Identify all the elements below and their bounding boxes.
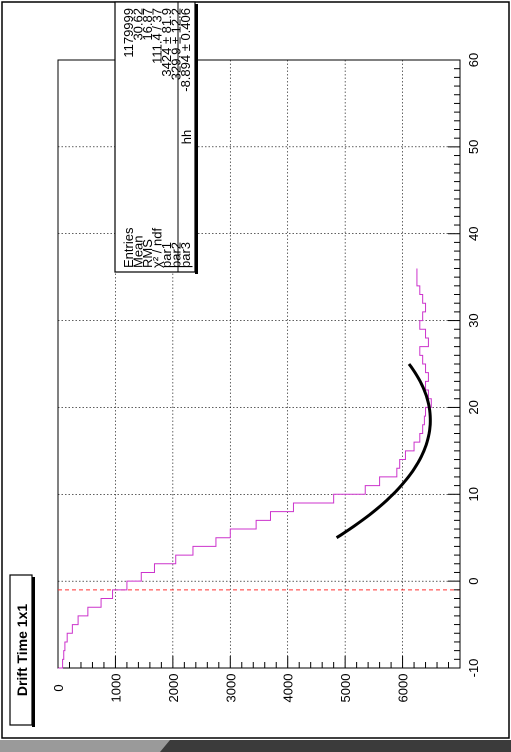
x-tick-label: 60 xyxy=(466,53,481,67)
stats-label: RMS xyxy=(140,239,155,268)
stats-label: par1 xyxy=(159,242,174,268)
stats-value: 30.62 xyxy=(131,8,146,41)
x-tick-label: 50 xyxy=(466,140,481,154)
axis-ticks xyxy=(57,59,461,669)
tick-labels: -10 0 10 20 30 40 50 60 0 1000 2000 3000 4000 5000 600… xyxy=(51,53,481,703)
x-tick-label: -10 xyxy=(466,659,481,678)
y-tick-label: 4000 xyxy=(281,674,296,703)
stats-label: χ² / ndf xyxy=(150,228,165,268)
stats-value: 1179999 xyxy=(121,8,136,58)
canvas-frame xyxy=(1,1,510,739)
x-tick-label: 30 xyxy=(466,313,481,327)
stats-value: 111.4 / 37 xyxy=(150,8,165,64)
stats-value: 329.9 ± 12.2 xyxy=(169,8,184,80)
stats-label: par3 xyxy=(178,242,193,268)
y-tick-label: 0 xyxy=(51,684,66,691)
y-tick-label: 3000 xyxy=(223,674,238,703)
stats-value: 3424 ± 81.9 xyxy=(159,8,174,77)
stats-label: par2 xyxy=(169,242,184,268)
chart-title: Drift Time 1x1 xyxy=(14,604,30,697)
histogram-series xyxy=(58,268,432,669)
x-tick-label: 40 xyxy=(466,226,481,240)
stats-value: 16.87 xyxy=(140,8,155,41)
title-shadow xyxy=(32,577,35,727)
title-box: Drift Time 1x1 xyxy=(9,574,35,727)
x-tick-label: 10 xyxy=(466,487,481,501)
stats-value: -8.894 ± 0.406 xyxy=(178,8,193,92)
stats-name: hh xyxy=(179,130,194,144)
fit-curve xyxy=(335,363,432,539)
y-tick-label: 5000 xyxy=(338,674,353,703)
stats-label: Entries xyxy=(121,227,136,268)
x-tick-label: 20 xyxy=(466,400,481,414)
y-tick-label: 1000 xyxy=(108,674,123,703)
stats-shadow xyxy=(195,4,198,274)
x-tick-label: 0 xyxy=(466,578,481,585)
bottom-strip-light xyxy=(0,740,170,752)
stats-label: Mean xyxy=(131,235,146,268)
stats-box: hh Entries 1179999 Mean 30.62 RMS 16.87 χ² / n… xyxy=(114,1,198,274)
y-tick-label: 6000 xyxy=(396,674,411,703)
stats-frame xyxy=(114,1,196,273)
y-tick-label: 2000 xyxy=(166,674,181,703)
